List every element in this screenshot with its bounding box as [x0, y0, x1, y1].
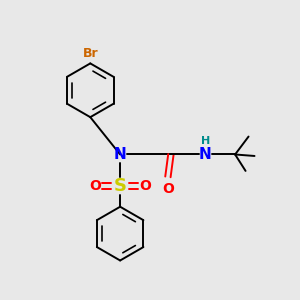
Text: O: O — [89, 179, 101, 193]
Text: H: H — [201, 136, 210, 146]
Text: S: S — [114, 177, 127, 195]
Text: O: O — [139, 179, 151, 193]
Text: O: O — [162, 182, 174, 196]
Text: N: N — [199, 147, 211, 162]
Text: Br: Br — [82, 46, 98, 59]
Text: N: N — [114, 147, 127, 162]
